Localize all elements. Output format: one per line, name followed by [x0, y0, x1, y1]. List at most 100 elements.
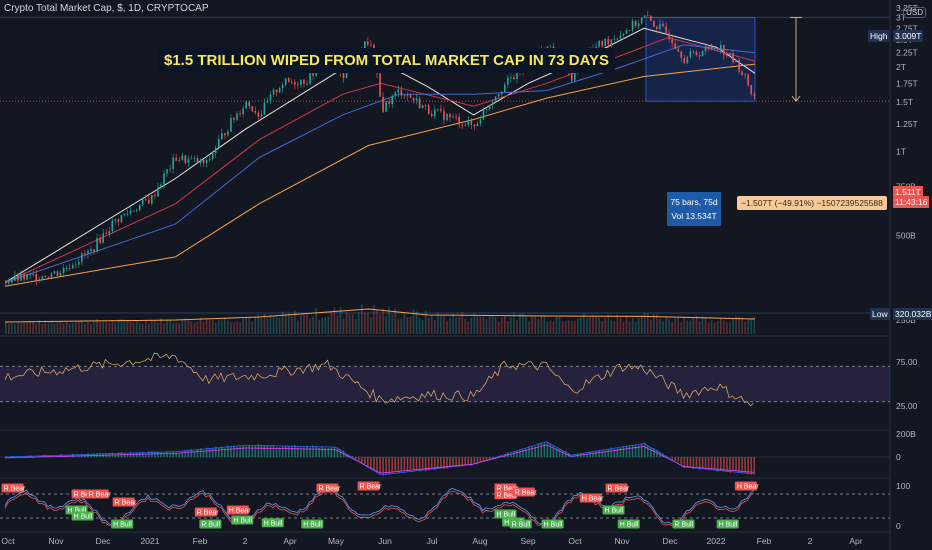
- candle-body: [175, 157, 177, 161]
- candle-body: [418, 98, 421, 109]
- volume-bar: [117, 319, 120, 334]
- candle-body: [497, 94, 500, 97]
- candle-body: [470, 119, 473, 125]
- volume-bar: [640, 314, 643, 334]
- volume-bar: [93, 320, 95, 334]
- volume-bar: [360, 304, 363, 334]
- volume-bar: [144, 320, 147, 334]
- oscillator-bar: [205, 447, 208, 457]
- measure-volume-label: Vol 13.534T: [671, 211, 717, 221]
- oscillator-bar: [263, 445, 266, 457]
- oscillator-bar: [549, 443, 552, 457]
- volume-bar: [586, 318, 588, 334]
- candle-body: [202, 159, 205, 164]
- oscillator-bar: [114, 454, 117, 457]
- volume-bar: [430, 315, 433, 334]
- volume-bar: [601, 321, 603, 334]
- volume-bar: [224, 317, 226, 334]
- volume-bar: [187, 320, 190, 334]
- volume-bar: [564, 321, 567, 334]
- candle-body: [117, 219, 120, 223]
- volume-bar: [81, 320, 83, 334]
- candle-body: [65, 267, 68, 269]
- volume-bar: [726, 322, 728, 334]
- candle-body: [278, 88, 281, 93]
- volume-bar: [595, 316, 597, 334]
- volume-bar: [230, 322, 232, 334]
- oscillator-bar: [616, 448, 619, 457]
- candle-body: [628, 30, 631, 32]
- candle-body: [239, 113, 241, 115]
- volume-bar: [613, 321, 616, 334]
- oscillator-bar: [528, 446, 530, 457]
- candle-body: [32, 273, 34, 275]
- candle-body: [26, 274, 28, 280]
- oscillator-bar: [339, 449, 342, 457]
- volume-bar: [607, 314, 610, 334]
- oscillator-bar: [427, 457, 430, 471]
- oscillator-bar: [510, 453, 512, 457]
- x-axis-tick-1: Nov: [48, 536, 64, 546]
- candle-body: [598, 40, 600, 47]
- oscillator-bar: [729, 457, 731, 473]
- volume-bar: [272, 316, 275, 334]
- divergence-badge-10: [231, 515, 254, 525]
- oscillator-bar: [364, 457, 366, 465]
- measure-arrow-head: [791, 95, 801, 102]
- volume-bar: [303, 313, 305, 334]
- volume-bar: [166, 319, 168, 334]
- currency-badge[interactable]: USD: [903, 7, 926, 18]
- oscillator-bar: [732, 457, 734, 472]
- oscillator-bar: [248, 444, 251, 457]
- volume-bar: [199, 317, 202, 334]
- candle-body: [291, 81, 293, 83]
- divergence-label-6: H Bull: [113, 522, 132, 529]
- candle-body: [187, 158, 190, 163]
- volume-bar: [87, 321, 89, 334]
- volume-bar: [403, 312, 406, 334]
- volume-bar: [698, 321, 701, 334]
- oscillator-bar: [628, 445, 631, 457]
- oscillator-bar: [753, 457, 756, 475]
- volume-bar: [500, 317, 503, 334]
- candle-body: [391, 95, 394, 105]
- oscillator-bar: [412, 457, 415, 471]
- candle-body: [692, 51, 695, 53]
- volume-bar: [257, 314, 260, 334]
- volume-bar: [467, 321, 470, 334]
- divergence-label-17: R Bear: [515, 490, 537, 497]
- divergence-label-14: R Bear: [360, 484, 382, 491]
- volume-bar: [656, 314, 658, 334]
- volume-bar: [516, 320, 518, 334]
- oscillator-bar: [169, 452, 171, 457]
- divergence-badge-25: [617, 519, 640, 529]
- candle-body: [105, 233, 108, 234]
- candle-body: [53, 271, 56, 274]
- candle-body: [741, 71, 743, 75]
- candle-body: [680, 51, 683, 58]
- volume-bar: [619, 318, 622, 334]
- oscillator-bar: [144, 453, 147, 457]
- oscillator-bar: [485, 457, 488, 461]
- oscillator-axis-tick-0: 200B: [896, 429, 916, 439]
- candle-body: [510, 77, 512, 79]
- divergence-label-5: R Bear: [115, 500, 137, 507]
- oscillator-bar: [242, 446, 244, 457]
- divergence-label-13: R Bear: [319, 486, 341, 493]
- candle-body: [41, 276, 44, 280]
- divergence-label-8: R Bull: [201, 522, 220, 529]
- volume-bar: [510, 317, 512, 334]
- volume-bar: [683, 317, 686, 334]
- candle-body: [622, 33, 625, 36]
- price-axis-tick-12: 250B: [896, 315, 916, 325]
- volume-bar: [278, 317, 281, 334]
- oscillator-bar: [254, 445, 257, 457]
- candle-body: [233, 118, 235, 120]
- volume-bar: [208, 320, 211, 334]
- volume-bar: [62, 323, 65, 334]
- oscillator-bar: [561, 450, 564, 457]
- oscillator-bar: [294, 445, 296, 457]
- volume-bar: [90, 323, 92, 334]
- candle-body: [309, 71, 311, 84]
- candle-body: [637, 23, 640, 27]
